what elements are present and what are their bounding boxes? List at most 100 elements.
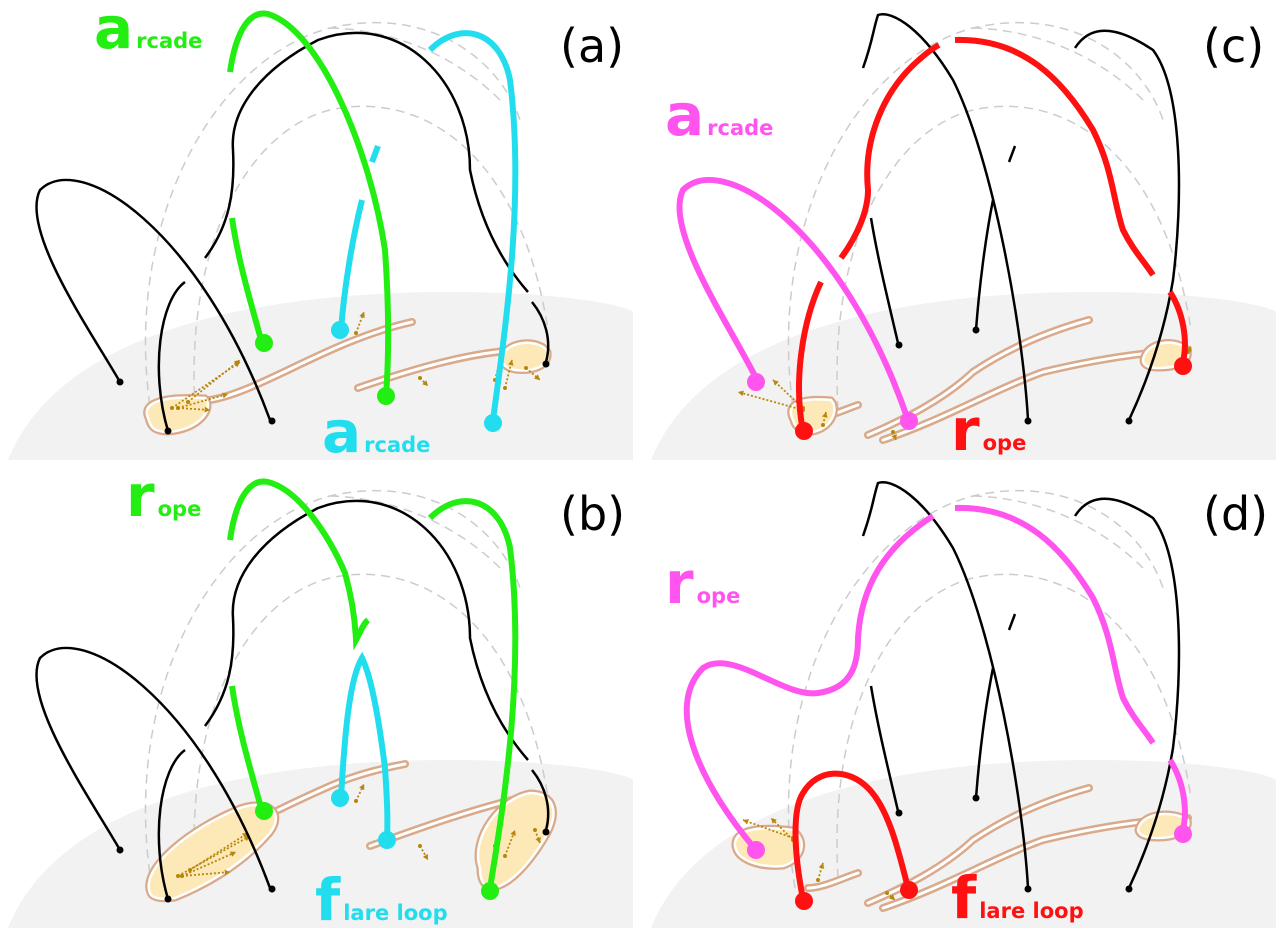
footpoint-dot xyxy=(164,427,172,435)
footpoint-cyan xyxy=(378,831,396,849)
arrow-head xyxy=(359,312,365,318)
footpoint-red xyxy=(900,881,918,899)
arrow-origin xyxy=(885,891,889,895)
field-line-black xyxy=(35,178,272,421)
arrow-head xyxy=(889,894,895,900)
motion-arrow xyxy=(533,828,541,844)
arrow-head xyxy=(773,380,779,386)
field-line-magenta xyxy=(676,177,911,421)
label-initial: f xyxy=(315,866,341,933)
footpoint-dot xyxy=(1024,417,1032,425)
arrow-shaft xyxy=(187,359,241,403)
guide-arc xyxy=(836,105,1192,411)
field-line-black xyxy=(531,769,550,831)
guide-arc xyxy=(836,573,1192,879)
panel-c: (c) a rcade r ope xyxy=(651,13,1276,464)
field-line-red xyxy=(838,42,941,260)
field-line-black xyxy=(861,13,1030,421)
motion-arrow xyxy=(176,406,211,413)
motion-arrow xyxy=(503,829,516,858)
arrow-shaft xyxy=(171,361,241,409)
arrow-head xyxy=(230,851,236,857)
guide-arc xyxy=(144,22,521,421)
guide-arc xyxy=(329,495,501,569)
field-line-label: f lare loop xyxy=(951,864,1084,932)
arrow-shaft xyxy=(355,783,365,802)
field-line-magenta xyxy=(1167,758,1188,831)
guide-arc xyxy=(193,573,549,879)
label-rest: rcade xyxy=(707,116,773,140)
arrow-origin xyxy=(503,854,507,858)
footpoint-region xyxy=(498,339,552,374)
arrow-origin xyxy=(176,874,180,878)
field-line-black xyxy=(869,217,900,344)
guide-arc xyxy=(144,490,521,889)
label-initial: a xyxy=(322,398,361,466)
arrow-head xyxy=(510,830,516,836)
guide-arc xyxy=(329,27,501,101)
label-rest: lare loop xyxy=(343,901,447,925)
label-rest: lare loop xyxy=(979,899,1083,923)
label-rest: ope xyxy=(697,584,741,608)
label-initial: a xyxy=(665,81,704,149)
label-initial: f xyxy=(951,864,977,932)
footpoint-dot xyxy=(895,809,903,817)
arrow-origin xyxy=(170,406,174,410)
footpoint-green xyxy=(255,334,273,352)
arrow-shaft xyxy=(177,393,229,409)
footpoint-magenta xyxy=(747,373,765,391)
motion-arrow xyxy=(418,844,429,861)
arrow-head xyxy=(507,360,514,366)
footpoint-dot xyxy=(542,360,550,368)
field-line-black xyxy=(861,481,1030,889)
footpoint-dot xyxy=(1125,417,1133,425)
field-line-black xyxy=(35,646,272,889)
arrow-origin xyxy=(418,376,422,380)
field-line-label: f lare loop xyxy=(315,866,448,933)
footpoint-red xyxy=(795,422,813,440)
arrow-origin xyxy=(176,406,180,410)
footpoint-dot xyxy=(542,828,550,836)
arrow-shaft xyxy=(504,829,516,857)
field-line-black xyxy=(974,199,995,331)
arrow-head xyxy=(891,434,897,440)
field-line-black xyxy=(869,685,900,812)
arrow-origin xyxy=(524,366,528,370)
footpoint-dot xyxy=(268,885,276,893)
arrow-shaft xyxy=(181,871,231,877)
footpoint-cyan xyxy=(484,414,502,432)
footpoint-magenta xyxy=(1174,825,1192,843)
panel-letter: (a) xyxy=(560,19,624,73)
field-line-black xyxy=(974,667,995,799)
arrow-head xyxy=(822,412,828,418)
field-line-black xyxy=(1073,497,1181,889)
field-line-green xyxy=(227,478,371,651)
field-line-red xyxy=(954,36,1156,277)
arrow-head xyxy=(359,784,365,790)
footpoint-magenta xyxy=(900,412,918,430)
arrow-head xyxy=(422,854,428,860)
motion-arrow xyxy=(180,869,231,878)
field-line-black xyxy=(204,499,529,761)
field-line-cyan xyxy=(427,30,519,421)
field-line-black xyxy=(1007,613,1017,631)
field-line-red xyxy=(796,280,824,432)
region-inner xyxy=(500,341,550,372)
field-line-green xyxy=(227,10,392,396)
footpoint-dot xyxy=(972,326,980,334)
arrow-origin xyxy=(821,423,825,427)
field-line-black xyxy=(1073,29,1181,421)
polarity-inversion-line xyxy=(804,869,862,892)
arrow-head xyxy=(234,360,240,366)
arrow-origin xyxy=(186,400,190,404)
guide-arc xyxy=(787,490,1164,889)
field-line-green xyxy=(229,217,265,344)
footpoint-cyan xyxy=(331,789,349,807)
guide-arc xyxy=(972,495,1144,569)
field-line-black xyxy=(157,280,186,432)
arrow-head xyxy=(743,819,749,825)
panel-d: (d) r ope f lare loop xyxy=(651,481,1276,932)
field-line-magenta xyxy=(683,513,935,852)
field-line-black xyxy=(157,748,186,900)
